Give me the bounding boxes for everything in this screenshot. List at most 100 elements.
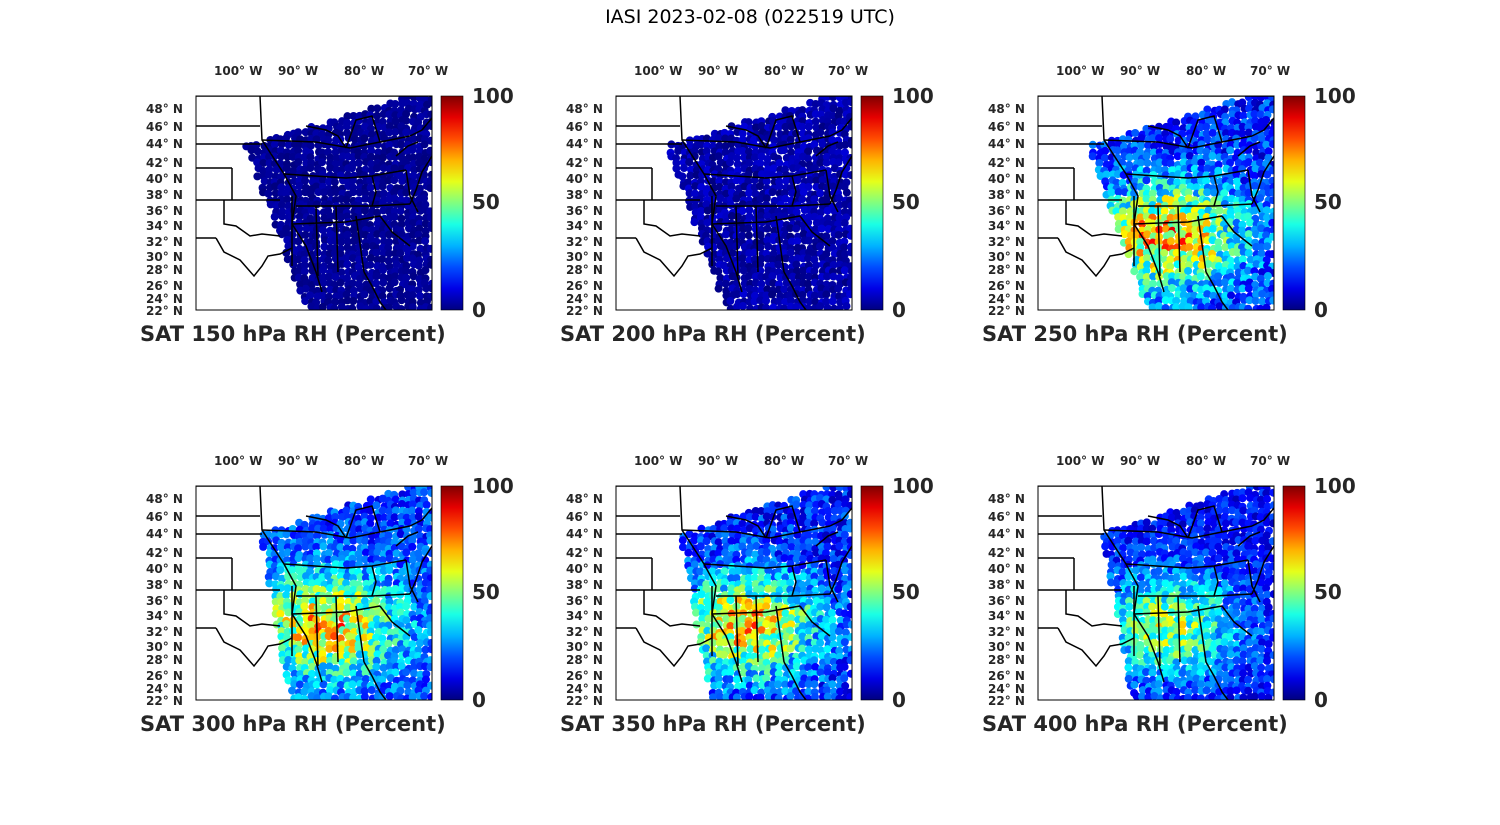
rh-point [1131, 129, 1139, 137]
rh-point [319, 266, 327, 274]
rh-point [810, 680, 818, 688]
lat-label: 34° N [146, 609, 183, 623]
rh-point [348, 164, 356, 172]
rh-point [1215, 554, 1223, 562]
rh-point [847, 670, 855, 678]
rh-point [835, 231, 843, 239]
rh-point [427, 304, 435, 312]
rh-point [834, 585, 842, 593]
rh-point [1162, 304, 1170, 312]
rh-point [841, 266, 849, 274]
rh-point [1173, 573, 1181, 581]
rh-point [415, 262, 423, 270]
rh-point [372, 272, 380, 280]
rh-point [355, 243, 363, 251]
rh-point [331, 694, 339, 702]
rh-swath [1100, 483, 1278, 703]
rh-point [343, 260, 351, 268]
rh-point [841, 663, 849, 671]
rh-point [1269, 196, 1277, 204]
rh-point [1245, 285, 1253, 293]
rh-point [360, 134, 368, 142]
rh-point [847, 122, 855, 130]
colorbar [1283, 96, 1305, 310]
colorbar-tick: 50 [472, 190, 500, 214]
lat-label: 38° N [566, 578, 603, 592]
rh-point [1108, 561, 1116, 569]
rh-point [1137, 141, 1145, 149]
map-svg [982, 60, 1312, 320]
lat-label: 28° N [146, 653, 183, 667]
rh-point [843, 189, 851, 197]
rh-point [337, 603, 345, 611]
rh-point [1155, 567, 1163, 575]
rh-point [386, 692, 394, 700]
rh-point [300, 695, 308, 703]
rh-point [776, 182, 784, 190]
rh-point [835, 627, 843, 635]
lon-label: 80° W [764, 454, 804, 468]
lat-label: 32° N [566, 235, 603, 249]
rh-point [1269, 140, 1277, 148]
rh-point [390, 176, 398, 184]
lon-label: 90° W [698, 454, 738, 468]
panel-title: SAT 250 hPa RH (Percent) [982, 322, 1288, 346]
lon-label: 90° W [278, 454, 318, 468]
rh-point [379, 266, 387, 274]
lon-label: 70° W [408, 454, 448, 468]
rh-point [842, 302, 850, 310]
rh-point [367, 254, 375, 262]
rh-point [744, 224, 752, 232]
rh-point [402, 602, 410, 610]
rh-point [408, 543, 416, 551]
rh-point [1251, 182, 1259, 190]
rh-point [792, 500, 800, 508]
rh-point [348, 680, 356, 688]
rh-point [769, 188, 777, 196]
rh-swath [259, 482, 436, 703]
lon-label: 70° W [828, 454, 868, 468]
map-panel-200: 100 50 0 100° W 90° W 80° W 70° W 48° N 46° N 44°… [560, 60, 990, 360]
rh-point [368, 686, 376, 694]
rh-point [420, 692, 428, 700]
rh-point [794, 176, 802, 184]
rh-point [391, 278, 399, 286]
rh-point [1197, 272, 1205, 280]
rh-point [427, 110, 435, 118]
rh-point [386, 284, 394, 292]
lat-label: 32° N [566, 625, 603, 639]
map-svg [982, 450, 1312, 710]
rh-point [294, 554, 302, 562]
rh-point [343, 669, 351, 677]
rh-point [1269, 489, 1277, 497]
rh-point [427, 645, 435, 653]
rh-point [762, 297, 770, 305]
rh-point [1089, 141, 1097, 149]
rh-point [416, 639, 424, 647]
rh-point [828, 680, 836, 688]
colorbar-tick: 100 [1314, 84, 1356, 108]
rh-point [816, 129, 824, 137]
rh-point [385, 566, 393, 574]
rh-point [692, 609, 700, 617]
rh-point [1130, 267, 1138, 275]
rh-point [379, 182, 387, 190]
rh-point [1239, 507, 1247, 515]
rh-point [1226, 146, 1234, 154]
rh-point [780, 146, 788, 154]
rh-point [1124, 136, 1132, 144]
rh-point [1239, 255, 1247, 263]
colorbar-tick: 0 [892, 688, 906, 712]
lat-label: 22° N [566, 304, 603, 318]
rh-point [835, 305, 843, 313]
rh-point [373, 305, 381, 313]
rh-point [847, 171, 855, 179]
rh-point [372, 501, 380, 509]
lat-label: 22° N [988, 304, 1025, 318]
rh-point [427, 628, 435, 636]
rh-point [384, 579, 392, 587]
rh-point [805, 237, 813, 245]
rh-point [1166, 135, 1174, 143]
rh-point [420, 488, 428, 496]
lat-label: 26° N [566, 669, 603, 683]
